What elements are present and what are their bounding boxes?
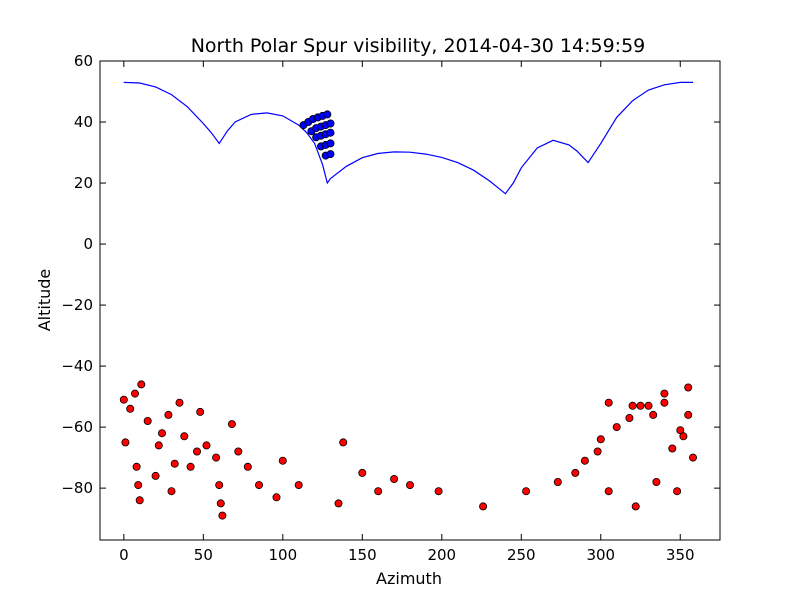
data-point <box>157 429 166 438</box>
x-axis-label: Azimuth <box>376 569 442 588</box>
data-point <box>334 499 343 508</box>
data-point <box>673 487 682 496</box>
data-point <box>180 432 189 441</box>
x-tick-label: 300 <box>586 546 615 564</box>
x-tick-label: 200 <box>427 546 456 564</box>
data-point <box>374 487 383 496</box>
data-point <box>164 410 173 419</box>
data-point <box>192 447 201 456</box>
data-point <box>216 499 225 508</box>
data-point <box>684 383 693 392</box>
data-point <box>326 150 335 159</box>
data-point <box>134 481 143 490</box>
data-point <box>218 511 227 520</box>
data-point <box>636 401 645 410</box>
data-point <box>323 110 332 119</box>
data-point <box>143 416 152 425</box>
x-tick-label: 250 <box>507 546 536 564</box>
data-point <box>522 487 531 496</box>
y-tick-label: 40 <box>74 113 93 131</box>
data-point <box>604 487 613 496</box>
x-tick-label: 150 <box>348 546 377 564</box>
data-point <box>604 398 613 407</box>
plot-frame <box>99 60 721 541</box>
data-point <box>326 128 335 137</box>
data-point <box>628 401 637 410</box>
data-point <box>227 420 236 429</box>
data-point <box>652 477 661 486</box>
data-point <box>215 481 224 490</box>
y-tick-label: −20 <box>61 296 93 314</box>
data-point <box>175 398 184 407</box>
x-tick-label: 50 <box>194 546 213 564</box>
x-tick-label: 0 <box>119 546 129 564</box>
data-point <box>358 468 367 477</box>
data-point <box>553 477 562 486</box>
data-point <box>154 441 163 450</box>
data-point <box>278 456 287 465</box>
data-point <box>135 496 144 505</box>
data-point <box>170 459 179 468</box>
data-point <box>243 462 252 471</box>
x-tick-label: 100 <box>269 546 298 564</box>
data-point <box>631 502 640 511</box>
data-point <box>339 438 348 447</box>
data-point <box>137 380 146 389</box>
x-tick-label: 350 <box>666 546 695 564</box>
data-point <box>625 413 634 422</box>
data-point <box>649 410 658 419</box>
chart-title: North Polar Spur visibility, 2014-04-30 … <box>191 35 646 57</box>
data-point <box>596 435 605 444</box>
data-point <box>660 389 669 398</box>
data-point <box>326 119 335 128</box>
data-point <box>679 432 688 441</box>
data-point <box>234 447 243 456</box>
data-point <box>660 398 669 407</box>
data-point <box>151 471 160 480</box>
y-tick-label: −60 <box>61 418 93 436</box>
data-point <box>130 389 139 398</box>
data-point <box>126 404 135 413</box>
y-tick-label: 60 <box>74 52 93 70</box>
data-point <box>272 493 281 502</box>
data-point <box>405 481 414 490</box>
data-point <box>254 481 263 490</box>
data-point <box>644 401 653 410</box>
data-point <box>212 453 221 462</box>
data-point <box>580 456 589 465</box>
data-point <box>593 447 602 456</box>
data-point <box>668 444 677 453</box>
data-point <box>689 453 698 462</box>
data-point <box>479 502 488 511</box>
data-point <box>121 438 130 447</box>
data-point <box>202 441 211 450</box>
data-point <box>186 462 195 471</box>
data-point <box>684 410 693 419</box>
y-axis-label: Altitude <box>35 269 54 332</box>
y-tick-label: 20 <box>74 174 93 192</box>
y-tick-label: −80 <box>61 479 93 497</box>
series-line <box>123 81 693 195</box>
y-tick-label: −40 <box>61 357 93 375</box>
data-point <box>326 139 335 148</box>
data-point <box>571 468 580 477</box>
data-point <box>167 487 176 496</box>
y-tick-label: 0 <box>83 235 93 253</box>
data-point <box>196 407 205 416</box>
data-point <box>434 487 443 496</box>
data-point <box>390 474 399 483</box>
data-point <box>132 462 141 471</box>
data-point <box>294 481 303 490</box>
data-point <box>612 423 621 432</box>
data-point <box>119 395 128 404</box>
